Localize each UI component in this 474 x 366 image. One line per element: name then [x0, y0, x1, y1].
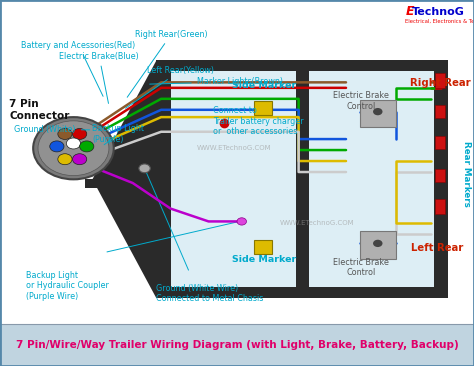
- Circle shape: [73, 128, 87, 139]
- Bar: [156, 60, 448, 298]
- Circle shape: [139, 164, 150, 173]
- Text: 7 Pin
Connector: 7 Pin Connector: [9, 99, 70, 121]
- Text: Backup Light
(Purple): Backup Light (Purple): [92, 124, 145, 145]
- Text: Rear Markers: Rear Markers: [462, 141, 471, 207]
- Circle shape: [237, 218, 246, 225]
- Bar: [309, 71, 434, 287]
- Bar: [435, 169, 445, 182]
- Polygon shape: [92, 60, 156, 298]
- Circle shape: [373, 108, 383, 115]
- Circle shape: [33, 117, 114, 179]
- Text: Electrical, Electronics & Technology: Electrical, Electronics & Technology: [405, 19, 474, 24]
- Text: Right Rear(Green): Right Rear(Green): [127, 30, 208, 97]
- Bar: [360, 231, 396, 259]
- Circle shape: [38, 121, 109, 176]
- Circle shape: [373, 240, 383, 247]
- Bar: [435, 73, 445, 88]
- Bar: [0, 324, 474, 366]
- Circle shape: [58, 128, 72, 139]
- Circle shape: [58, 154, 72, 165]
- Text: E: E: [405, 5, 414, 18]
- Text: WWW.ETechnoG.COM: WWW.ETechnoG.COM: [280, 220, 354, 226]
- Bar: [435, 199, 445, 214]
- Text: Ground (White Wire)
Connected to Metal Chasis: Ground (White Wire) Connected to Metal C…: [156, 284, 264, 303]
- Text: Side Marker: Side Marker: [232, 81, 297, 90]
- Bar: [360, 100, 396, 127]
- Bar: [85, 179, 107, 188]
- Text: Electric Brake(Blue): Electric Brake(Blue): [59, 52, 139, 104]
- Text: Left Rear(Yellow): Left Rear(Yellow): [126, 66, 214, 108]
- Circle shape: [80, 141, 94, 152]
- Text: Right Rear: Right Rear: [410, 78, 471, 88]
- Text: Electric Brake
Control: Electric Brake Control: [333, 258, 389, 277]
- Text: Connect to
Trailer battery charger
or  other accessories: Connect to Trailer battery charger or ot…: [213, 106, 304, 136]
- Circle shape: [73, 154, 87, 165]
- Text: Battery and Acessories(Red): Battery and Acessories(Red): [21, 41, 136, 96]
- Text: Electric Brake
Control: Electric Brake Control: [333, 92, 389, 111]
- Bar: [435, 136, 445, 149]
- Text: Backup Light
or Hydraulic Coupler
(Purple Wire): Backup Light or Hydraulic Coupler (Purpl…: [26, 271, 109, 300]
- Text: TechnoG: TechnoG: [411, 7, 465, 16]
- Text: Left Rear: Left Rear: [411, 243, 463, 253]
- Bar: [171, 71, 296, 287]
- Text: Ground (White): Ground (White): [14, 125, 90, 134]
- Bar: [435, 105, 445, 118]
- Circle shape: [66, 138, 81, 149]
- Bar: [254, 101, 272, 115]
- Text: Marker Lights(Brown): Marker Lights(Brown): [150, 77, 283, 86]
- Circle shape: [50, 141, 64, 152]
- Bar: [254, 240, 272, 254]
- Text: 7 Pin/Wire/Way Trailer Wiring Diagram (with Light, Brake, Battery, Backup): 7 Pin/Wire/Way Trailer Wiring Diagram (w…: [16, 340, 458, 350]
- Text: Side Marker: Side Marker: [232, 255, 297, 264]
- Text: WWW.ETechnoG.COM: WWW.ETechnoG.COM: [197, 145, 271, 151]
